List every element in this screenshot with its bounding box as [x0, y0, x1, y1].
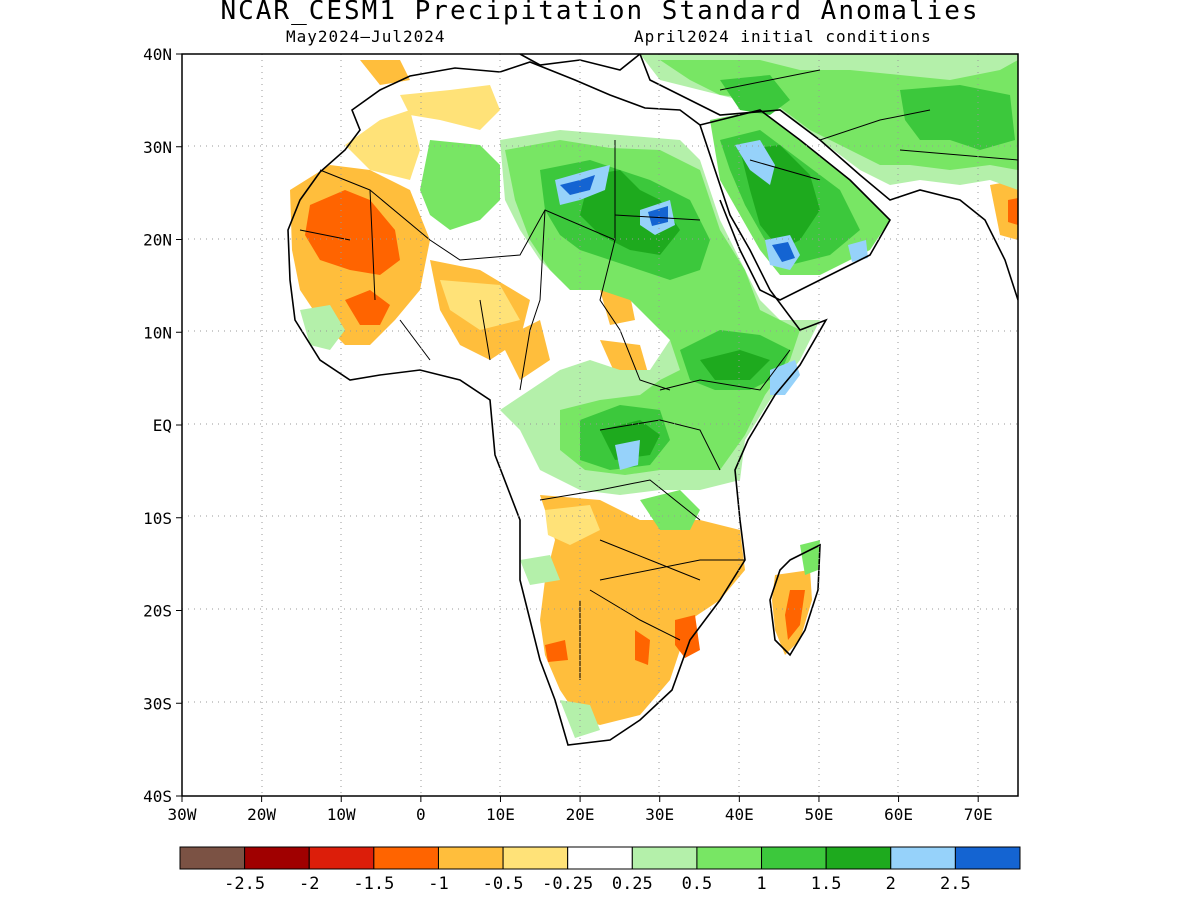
colorbar-swatch [696, 846, 763, 870]
colorbar-label: 1.5 [811, 874, 842, 894]
lon-tick-label: 20W [247, 805, 276, 824]
lon-tick-label: 70E [964, 805, 993, 824]
lon-tick-label: 10E [486, 805, 515, 824]
colorbar-swatch [179, 846, 246, 870]
colorbar-label: 2.5 [940, 874, 971, 894]
colorbar-legend: -2.5 -2 -1.5 -1 -0.5 -0.25 0.25 0.5 1 1.5 2 2.5 [179, 846, 1021, 894]
initial-conditions: April2024 initial conditions [634, 27, 932, 46]
colorbar-label: -0.25 [542, 874, 593, 894]
latitude-axis: 40N 30N 20N 10N EQ 10S 20S 30S 40S [143, 45, 182, 806]
colorbar-label: 0.5 [682, 874, 713, 894]
colorbar-label: -0.5 [483, 874, 524, 894]
lat-tick-label: 10S [143, 509, 172, 528]
lon-tick-label: 20E [566, 805, 595, 824]
lat-tick-label: 40S [143, 787, 172, 806]
colorbar-swatch [308, 846, 375, 870]
lon-tick-label: 0 [416, 805, 426, 824]
dry-anomaly-regions [290, 60, 1018, 725]
colorbar-swatch [244, 846, 310, 870]
lon-tick-label: 30W [168, 805, 197, 824]
colorbar-label: -1.5 [353, 874, 394, 894]
lon-tick-label: 60E [884, 805, 913, 824]
colorbar-label: 1 [756, 874, 766, 894]
lat-tick-label: 20N [143, 231, 172, 250]
colorbar-label: -1 [428, 874, 448, 894]
lat-tick-label: 10N [143, 323, 172, 342]
lon-tick-label: 50E [804, 805, 833, 824]
colorbar-label: -2.5 [224, 874, 265, 894]
colorbar-swatch [954, 846, 1021, 870]
lon-tick-label: 40E [725, 805, 754, 824]
colorbar-swatch [761, 846, 827, 870]
lon-tick-label: 30E [645, 805, 674, 824]
forecast-period: May2024–Jul2024 [286, 27, 446, 46]
lat-tick-label: 30S [143, 694, 172, 713]
lon-tick-label: 10W [327, 805, 356, 824]
colorbar-swatch [373, 846, 439, 870]
lat-tick-label: EQ [153, 416, 172, 435]
lat-tick-label: 20S [143, 602, 172, 621]
country-borders [299, 69, 1018, 680]
longitude-axis: 30W 20W 10W 0 10E 20E 30E 40E 50E 60E 70E [168, 796, 993, 824]
colorbar-swatch [567, 846, 633, 870]
colorbar-label: 0.25 [612, 874, 653, 894]
colorbar-swatch [502, 846, 569, 870]
wet-anomaly-regions [300, 54, 1018, 738]
colorbar-swatch [825, 846, 892, 870]
map-plot-area [182, 54, 1018, 796]
lat-lon-grid [182, 54, 1018, 796]
colorbar-label: -2 [299, 874, 319, 894]
colorbar-swatch [890, 846, 956, 870]
colorbar-label: 2 [886, 874, 896, 894]
map-title: NCAR_CESM1 Precipitation Standard Anomal… [220, 0, 980, 26]
lat-tick-label: 40N [143, 45, 172, 64]
colorbar-swatch [437, 846, 504, 870]
lat-tick-label: 30N [143, 138, 172, 157]
colorbar-swatch [631, 846, 698, 870]
